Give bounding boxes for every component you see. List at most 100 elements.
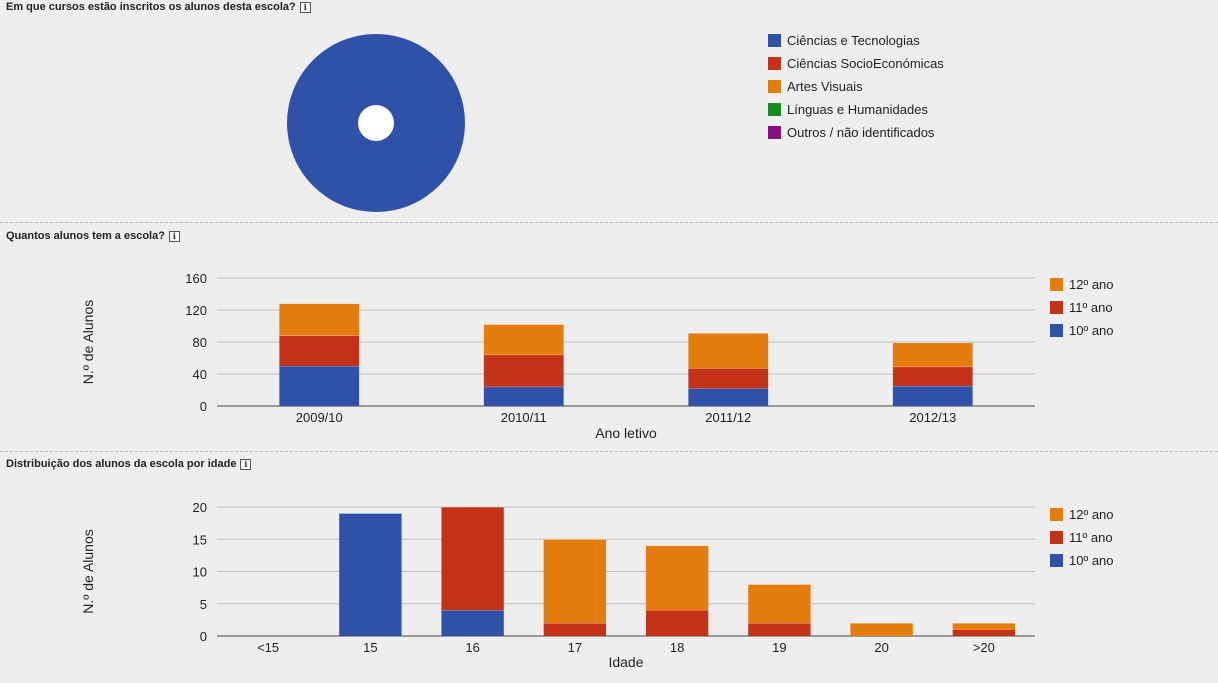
bar-12-ano-20[interactable] — [850, 623, 913, 636]
x-tick-label: 2010/11 — [501, 410, 547, 425]
y-tick-label: 20 — [193, 500, 207, 515]
legend-item-l-nguas-e-humanidades[interactable]: Línguas e Humanidades — [768, 98, 944, 121]
legend-swatch — [1050, 508, 1063, 521]
legend-item-10-ano[interactable]: 10º ano — [1050, 319, 1114, 342]
y-axis-title: N.º de Alunos — [80, 529, 96, 614]
legend-label: 12º ano — [1069, 507, 1114, 522]
bar-10-ano-2012-13[interactable] — [892, 386, 973, 406]
legend-label: Ciências e Tecnologias — [787, 33, 920, 48]
x-tick-label: 16 — [465, 640, 479, 655]
legend-item-11-ano[interactable]: 11º ano — [1050, 526, 1114, 549]
x-tick-label: 19 — [772, 640, 786, 655]
bar-12-ano-2011-12[interactable] — [688, 333, 769, 369]
x-axis-title: Ano letivo — [595, 425, 657, 441]
bar-11-ano-16[interactable] — [441, 507, 504, 611]
courses-legend: Ciências e Tecnologias Ciências SocioEcon… — [768, 29, 944, 144]
students-title-row: Quantos alunos tem a escola? i — [6, 230, 180, 242]
legend-item-ci-ncias-e-tecnologias[interactable]: Ciências e Tecnologias — [768, 29, 944, 52]
bar-11-ano-18[interactable] — [645, 610, 709, 636]
y-tick-label: 5 — [200, 597, 207, 612]
age-title: Distribuição dos alunos da escola por id… — [6, 458, 237, 470]
y-axis-title: N.º de Alunos — [80, 300, 96, 385]
legend-swatch — [1050, 301, 1063, 314]
legend-item-ci-ncias-socioecon-micas[interactable]: Ciências SocioEconómicas — [768, 52, 944, 75]
bar-10-ano-2010-11[interactable] — [483, 386, 564, 406]
y-tick-label: 120 — [185, 303, 207, 318]
x-tick-label: 2009/10 — [296, 410, 343, 425]
legend-swatch — [1050, 554, 1063, 567]
info-icon[interactable]: i — [299, 1, 311, 13]
legend-label: Outros / não identificados — [787, 125, 935, 140]
bar-11-ano-2012-13[interactable] — [892, 366, 973, 386]
bar-11-ano-17[interactable] — [543, 623, 607, 636]
legend-item-outros-n-o-identificados[interactable]: Outros / não identificados — [768, 121, 944, 144]
students-bar-chart: 0 40 80 120 160 2009/10 2010/11 2011/12 2012/13 A… — [80, 271, 1035, 441]
x-tick-label: 2011/12 — [705, 410, 751, 425]
legend-swatch — [1050, 278, 1063, 291]
legend-swatch — [1050, 324, 1063, 337]
y-tick-label: 40 — [193, 367, 207, 382]
section-divider — [0, 451, 1218, 452]
y-tick-label: 0 — [200, 629, 207, 644]
courses-title-row: Em que cursos estão inscritos os alunos … — [6, 1, 311, 13]
legend-label: Línguas e Humanidades — [787, 102, 928, 117]
x-tick-label: >20 — [973, 640, 995, 655]
courses-section: Em que cursos estão inscritos os alunos … — [0, 0, 1218, 222]
bar-12-ano-17[interactable] — [543, 539, 607, 624]
age-legend: 12º ano 11º ano 10º ano — [1050, 503, 1114, 572]
bar-12-ano-2012-13[interactable] — [892, 342, 973, 367]
bar-12-ano-2009-10[interactable] — [279, 303, 360, 336]
bar-11-ano-2011-12[interactable] — [688, 368, 769, 389]
age-title-row: Distribuição dos alunos da escola por id… — [6, 458, 252, 470]
legend-label: 11º ano — [1069, 300, 1113, 315]
legend-swatch — [768, 57, 781, 70]
legend-swatch — [1050, 531, 1063, 544]
y-tick-label: 0 — [200, 399, 207, 414]
legend-label: Artes Visuais — [787, 79, 863, 94]
y-tick-label: 10 — [193, 565, 207, 580]
x-tick-label: 20 — [874, 640, 888, 655]
bar-10-ano-2009-10[interactable] — [279, 366, 360, 406]
bar-11-ano-2010-11[interactable] — [483, 354, 564, 387]
x-tick-label: 17 — [568, 640, 582, 655]
bar-10-ano-15[interactable] — [339, 513, 402, 636]
bar-12-ano-19[interactable] — [748, 584, 811, 624]
section-divider — [0, 222, 1218, 223]
legend-item-12-ano[interactable]: 12º ano — [1050, 503, 1114, 526]
bar-12-ano-20[interactable] — [952, 623, 1016, 630]
info-icon[interactable]: i — [240, 458, 252, 470]
info-icon[interactable]: i — [168, 230, 180, 242]
y-tick-label: 15 — [193, 532, 207, 547]
bar-11-ano-2009-10[interactable] — [279, 335, 360, 366]
legend-label: 11º ano — [1069, 530, 1113, 545]
x-tick-label: 15 — [363, 640, 377, 655]
y-tick-label: 80 — [193, 335, 207, 350]
legend-swatch — [768, 126, 781, 139]
legend-swatch — [768, 103, 781, 116]
legend-item-10-ano[interactable]: 10º ano — [1050, 549, 1114, 572]
bar-11-ano-19[interactable] — [748, 623, 811, 636]
legend-label: 10º ano — [1069, 323, 1114, 338]
age-section: Distribuição dos alunos da escola por id… — [0, 452, 1218, 683]
legend-swatch — [768, 34, 781, 47]
courses-title: Em que cursos estão inscritos os alunos … — [6, 1, 296, 13]
students-title: Quantos alunos tem a escola? — [6, 230, 165, 242]
legend-label: 12º ano — [1069, 277, 1114, 292]
y-tick-label: 160 — [185, 271, 207, 286]
age-bar-chart: 0 5 10 15 20 <15 15 16 17 18 19 20 >20 Idade N.º de Al… — [80, 500, 1035, 670]
bar-10-ano-2011-12[interactable] — [688, 388, 769, 406]
legend-label: Ciências SocioEconómicas — [787, 56, 944, 71]
students-section: Quantos alunos tem a escola? i 0 40 80 120 1… — [0, 223, 1218, 451]
bar-12-ano-18[interactable] — [645, 545, 709, 611]
bar-12-ano-2010-11[interactable] — [483, 324, 564, 355]
bar-10-ano-16[interactable] — [441, 610, 504, 636]
courses-pie-chart — [287, 34, 465, 212]
legend-item-artes-visuais[interactable]: Artes Visuais — [768, 75, 944, 98]
students-legend: 12º ano 11º ano 10º ano — [1050, 273, 1114, 342]
bar-11-ano-20[interactable] — [952, 629, 1016, 636]
x-axis-title: Idade — [608, 654, 643, 670]
x-tick-label: 2012/13 — [909, 410, 956, 425]
legend-item-11-ano[interactable]: 11º ano — [1050, 296, 1114, 319]
x-tick-label: <15 — [257, 640, 279, 655]
legend-item-12-ano[interactable]: 12º ano — [1050, 273, 1114, 296]
